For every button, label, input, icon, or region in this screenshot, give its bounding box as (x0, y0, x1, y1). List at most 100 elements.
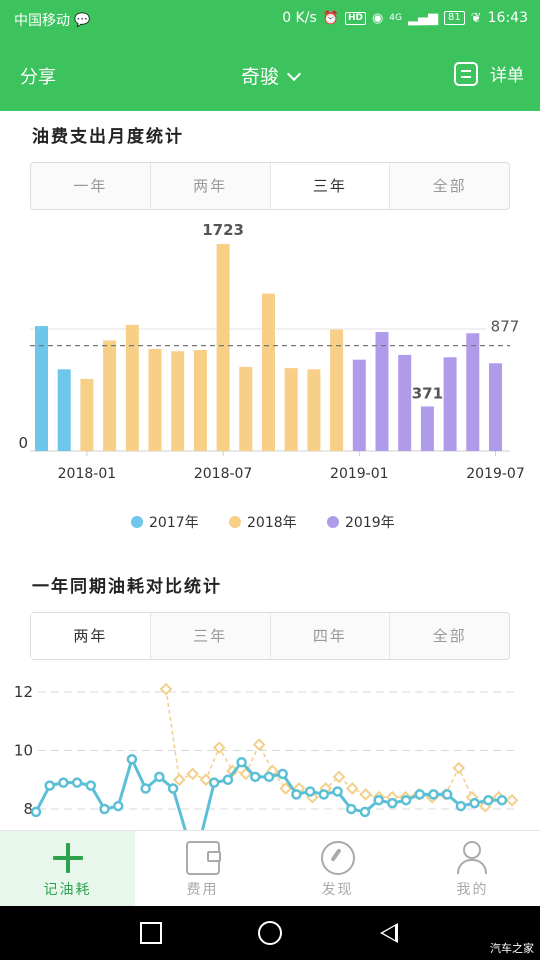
data-point (373, 794, 384, 806)
tab-two-years[interactable]: 两年 (151, 163, 271, 209)
series-line (165, 688, 513, 807)
bar (35, 326, 48, 451)
tab-three-years-2[interactable]: 三年 (151, 613, 271, 659)
data-point (332, 786, 343, 797)
system-nav-bar: 汽车之家 (0, 906, 540, 960)
bar (171, 351, 185, 451)
top-header: 中国移动 💬 0 K/s ⏰ HD ◉ 4G ▂▄▆ 81 ❦ 16:43 分享… (0, 0, 540, 111)
data-point (85, 780, 97, 791)
leaf-icon: ❦ (470, 10, 482, 26)
bar (284, 368, 298, 451)
data-point (208, 777, 220, 788)
data-point (154, 771, 165, 783)
nav-record-fuel[interactable]: 记油耗 (0, 831, 135, 906)
nav-discover[interactable]: 发现 (270, 831, 405, 906)
data-point (167, 783, 179, 794)
data-point (318, 789, 330, 800)
data-point (359, 806, 371, 818)
list-icon (454, 61, 478, 86)
person-icon (456, 841, 490, 875)
data-point (222, 774, 234, 785)
data-point (112, 800, 124, 812)
bar (57, 369, 71, 451)
eye-icon: ◉ (371, 10, 384, 26)
legend-label: 2017年 (149, 515, 199, 531)
y-tick-label: 8 (23, 800, 33, 818)
max-label: 1723 (202, 221, 244, 239)
home-button[interactable] (258, 921, 282, 945)
nav-expenses[interactable]: 费用 (135, 831, 270, 906)
legend-swatch (229, 516, 241, 528)
network-type: 4G (389, 13, 402, 23)
compass-icon (320, 841, 355, 875)
data-point (332, 770, 346, 784)
data-point (44, 780, 55, 791)
data-point (483, 794, 494, 806)
data-point (291, 789, 302, 800)
x-tick-label: 2018-07 (194, 466, 253, 482)
data-point (126, 754, 138, 765)
share-button[interactable]: 分享 (20, 67, 56, 88)
alarm-icon: ⏰ (322, 10, 339, 26)
bar (352, 359, 366, 451)
tab-two-years-2[interactable]: 两年 (31, 613, 151, 659)
nav-label: 记油耗 (43, 882, 92, 898)
data-point (236, 756, 247, 768)
recent-apps-button[interactable] (140, 922, 162, 944)
bar (193, 350, 207, 451)
average-label-bg (486, 314, 524, 337)
watermark: 汽车之家 (490, 942, 534, 955)
data-point (99, 803, 110, 815)
data-point (58, 777, 69, 788)
detail-button[interactable]: 详单 (454, 61, 524, 86)
tab-all-2[interactable]: 全部 (432, 627, 467, 645)
data-point (159, 682, 173, 696)
tab-all[interactable]: 全部 (432, 177, 467, 195)
data-point (263, 771, 275, 783)
legend-label: 2019年 (345, 515, 395, 531)
status-bar: 中国移动 💬 0 K/s ⏰ HD ◉ 4G ▂▄▆ 81 ❦ 16:43 (0, 0, 540, 38)
bar (420, 406, 434, 451)
nav-label: 我的 (456, 882, 489, 898)
bar (239, 366, 253, 451)
legend-swatch (131, 516, 143, 528)
fuel-compare-chart: 12 10 8 (14, 682, 519, 830)
wallet-icon (185, 841, 221, 875)
car-selector[interactable]: 奇骏 (0, 62, 540, 89)
back-button[interactable] (380, 923, 398, 943)
data-point (496, 794, 508, 806)
bar (216, 244, 230, 451)
nav-label: 发现 (321, 882, 354, 898)
data-point (279, 782, 293, 795)
data-point (414, 789, 426, 800)
legend-swatch (327, 516, 339, 528)
tab-one-year[interactable]: 一年 (31, 163, 151, 209)
bar (330, 329, 344, 451)
nav-mine[interactable]: 我的 (405, 831, 540, 906)
bar (489, 363, 502, 451)
data-point (455, 800, 467, 812)
battery-icon: 81 (444, 11, 465, 25)
data-point (71, 777, 83, 788)
fuel-compare-title: 一年同期油耗对比统计 (32, 577, 222, 597)
data-point (345, 803, 357, 815)
range-selector-1: 一年 两年 三年 全部 (30, 162, 510, 210)
bar (125, 324, 139, 451)
bar (103, 340, 117, 451)
monthly-cost-title: 油费支出月度统计 (32, 127, 184, 147)
data-point (452, 761, 466, 775)
bottom-nav: 记油耗 费用 发现 我的 (0, 830, 540, 906)
data-point (387, 797, 398, 809)
data-point (250, 771, 261, 783)
tab-four-years-2[interactable]: 四年 (271, 613, 391, 659)
x-tick-label: 2018-01 (58, 466, 117, 482)
data-point (172, 773, 186, 787)
tab-three-years[interactable]: 三年 (270, 163, 391, 209)
bar (307, 369, 321, 451)
wechat-icon: 💬 (74, 12, 91, 28)
min-label: 371 (412, 384, 443, 402)
bar (443, 357, 457, 451)
hd-icon: HD (344, 11, 366, 25)
carrier-label: 中国移动 (14, 13, 70, 29)
data-point (400, 794, 412, 806)
